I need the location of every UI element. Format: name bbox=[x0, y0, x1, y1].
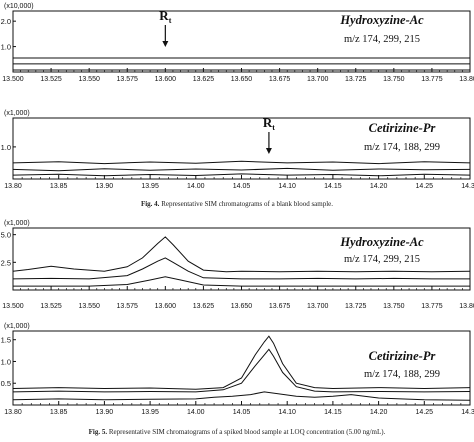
panel4-compound-label: Cetirizine-Pr bbox=[369, 349, 436, 363]
panel2-rt-annotation: Rt bbox=[263, 115, 275, 132]
panel1-x-tick-label: 13.800 bbox=[459, 76, 474, 83]
panel3-x-tick-label: 13.600 bbox=[155, 303, 177, 310]
panel2-series-line-1 bbox=[12, 160, 471, 165]
panel3-x-tick-label: 13.500 bbox=[2, 303, 24, 310]
panel2-x-tick-label: 14.10 bbox=[278, 183, 296, 190]
panel3-x-tick-label: 13.625 bbox=[193, 303, 215, 310]
panel1-x-tick-label: 13.525 bbox=[40, 76, 62, 83]
panel4-x-tick-label: 14.10 bbox=[278, 409, 296, 416]
panel2-x-tick-label: 13.90 bbox=[96, 183, 114, 190]
panel1-x-tick-label: 13.625 bbox=[193, 76, 215, 83]
panel2-series-line-3 bbox=[12, 173, 471, 177]
panel2-rt-subscript: t bbox=[272, 123, 275, 132]
panel3-y-multiplier: (x1,000) bbox=[4, 220, 30, 227]
panel2-y-multiplier: (x1,000) bbox=[4, 110, 30, 117]
panel4-ion-label: m/z 174, 188, 299 bbox=[364, 369, 440, 380]
panel3-x-tick-label: 13.550 bbox=[78, 303, 100, 310]
panel1-x-tick-label: 13.650 bbox=[231, 76, 253, 83]
panel3-ion-label: m/z 174, 299, 215 bbox=[344, 254, 420, 265]
panel4-y-tick-label: 0.5 bbox=[1, 379, 11, 388]
panel3-x-tick-label: 13.775 bbox=[421, 303, 443, 310]
panel2-compound-label: Cetirizine-Pr bbox=[369, 121, 436, 135]
panel4-plot-frame bbox=[12, 330, 471, 406]
panel4-y-multiplier: (x1,000) bbox=[4, 323, 30, 330]
panel1-y-tick-label: 1.0 bbox=[1, 43, 11, 52]
panel3-y-tick-label: 5.0 bbox=[1, 231, 11, 240]
panel3-series-line-2 bbox=[12, 257, 470, 280]
panel3-x-tick-label: 13.725 bbox=[345, 303, 367, 310]
panel1-x-tick-label: 13.550 bbox=[78, 76, 100, 83]
panel2-x-tick-label: 14.30 bbox=[461, 183, 474, 190]
panel3-y-tick-label: 2.5 bbox=[1, 258, 11, 267]
panel3-x-tick-label: 13.700 bbox=[307, 303, 329, 310]
panel4-y-tick-label: 1.0 bbox=[1, 357, 11, 366]
panel2-x-tick-label: 13.95 bbox=[141, 183, 159, 190]
figure5-caption-label: Fig. 5. bbox=[88, 428, 108, 436]
panel4-x-tick-label: 14.30 bbox=[461, 409, 474, 416]
panel2-x-tick-label: 14.20 bbox=[370, 183, 388, 190]
panel4-series-line-3 bbox=[12, 391, 471, 401]
panel2-x-tick-label: 13.85 bbox=[50, 183, 68, 190]
panel4-series-line-2 bbox=[12, 348, 471, 393]
panel4-y-tick-label: 1.5 bbox=[1, 336, 11, 345]
panel2-y-tick-label: 1.0 bbox=[1, 143, 11, 152]
figure5-caption-text: Representative SIM chromatograms of a sp… bbox=[108, 428, 386, 436]
panel1-x-tick-label: 13.700 bbox=[307, 76, 329, 83]
panel2-x-tick-label: 14.00 bbox=[187, 183, 205, 190]
panel4-x-tick-label: 14.20 bbox=[370, 409, 388, 416]
panel2-x-tick-label: 14.05 bbox=[233, 183, 251, 190]
panel1-rt-annotation: Rt bbox=[159, 8, 171, 25]
panel1-y-multiplier: (x10,000) bbox=[4, 3, 34, 10]
panel3-series-line-1 bbox=[12, 236, 471, 273]
panel1-rt-arrow-head bbox=[162, 41, 169, 47]
panel4-x-tick-label: 14.25 bbox=[416, 409, 434, 416]
panel4-x-tick-label: 14.00 bbox=[187, 409, 205, 416]
panel1-x-tick-label: 13.600 bbox=[155, 76, 177, 83]
panel1-x-tick-label: 13.725 bbox=[345, 76, 367, 83]
figure4-caption-text: Representative SIM chromatograms of a bl… bbox=[161, 200, 334, 208]
panel3-x-tick-label: 13.575 bbox=[117, 303, 139, 310]
panel4-x-tick-label: 14.05 bbox=[233, 409, 251, 416]
panel1-y-tick-label: 2.0 bbox=[1, 17, 11, 26]
panel4-series-line-1 bbox=[12, 335, 471, 390]
panel1-ion-label: m/z 174, 299, 215 bbox=[344, 34, 420, 45]
panel3-x-tick-label: 13.800 bbox=[459, 303, 474, 310]
panel2-x-tick-label: 14.25 bbox=[416, 183, 434, 190]
panel1-compound-label: Hydroxyzine-Ac bbox=[339, 13, 424, 27]
panel1-rt-subscript: t bbox=[169, 16, 172, 25]
panel1-x-tick-label: 13.775 bbox=[421, 76, 443, 83]
panel4-x-tick-label: 13.80 bbox=[4, 409, 22, 416]
panel4-x-tick-label: 14.15 bbox=[324, 409, 342, 416]
figure5-caption: Fig. 5. Representative SIM chromatograms… bbox=[0, 428, 474, 436]
panel1-x-tick-label: 13.575 bbox=[117, 76, 139, 83]
panel3-x-tick-label: 13.525 bbox=[40, 303, 62, 310]
panel1-x-tick-label: 13.750 bbox=[383, 76, 405, 83]
panel3-compound-label: Hydroxyzine-Ac bbox=[339, 235, 424, 249]
panel1-x-tick-label: 13.675 bbox=[269, 76, 291, 83]
panel3-x-tick-label: 13.675 bbox=[269, 303, 291, 310]
panel2-rt-arrow-head bbox=[265, 148, 272, 154]
panel4-x-tick-label: 13.90 bbox=[96, 409, 114, 416]
panel3-x-tick-label: 13.650 bbox=[231, 303, 253, 310]
figure4-caption: Fig. 4. Representative SIM chromatograms… bbox=[0, 200, 474, 208]
panel4-x-tick-label: 13.85 bbox=[50, 409, 68, 416]
panel2-ion-label: m/z 174, 188, 299 bbox=[364, 142, 440, 153]
panel1-x-tick-label: 13.500 bbox=[2, 76, 24, 83]
panel3-x-tick-label: 13.750 bbox=[383, 303, 405, 310]
panel2-series-line-2 bbox=[12, 167, 471, 172]
panel2-x-tick-label: 13.80 bbox=[4, 183, 22, 190]
panel4-x-tick-label: 13.95 bbox=[141, 409, 159, 416]
panel2-x-tick-label: 14.15 bbox=[324, 183, 342, 190]
figure4-caption-label: Fig. 4. bbox=[140, 200, 160, 208]
panel3-series-line-3 bbox=[13, 276, 470, 287]
